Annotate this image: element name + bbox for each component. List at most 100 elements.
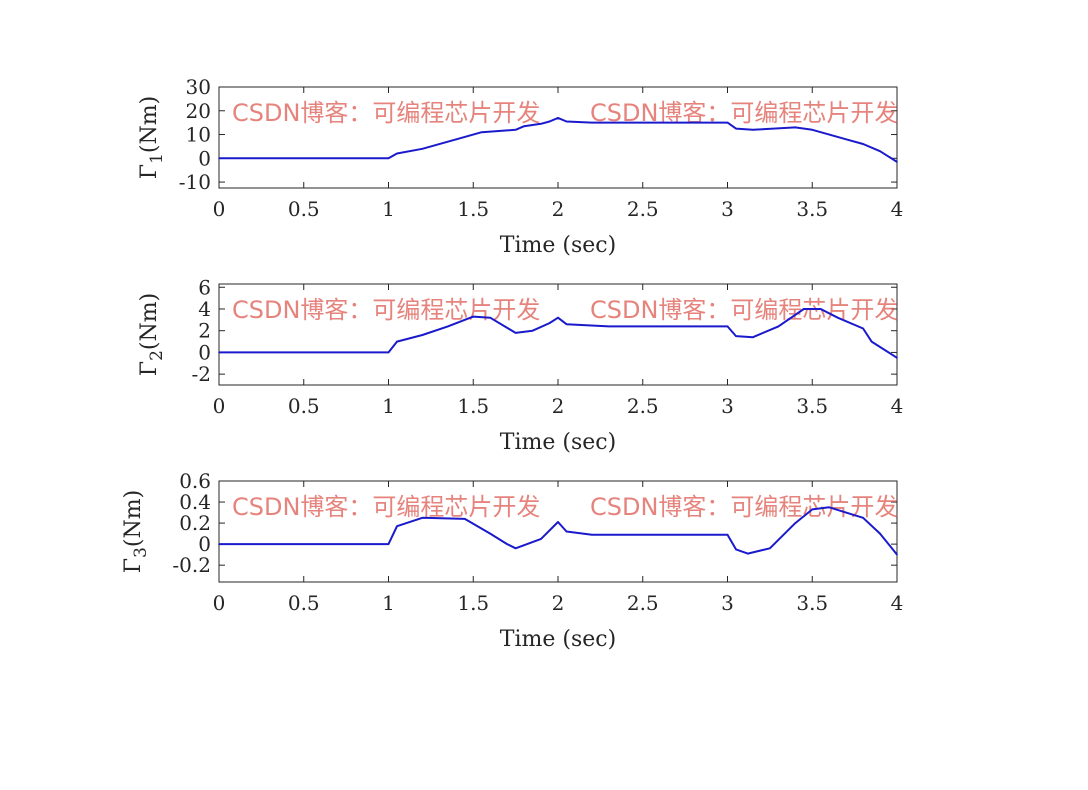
- data-point: [387, 157, 390, 160]
- x-tick-label: 1: [382, 394, 395, 418]
- data-point: [591, 533, 593, 536]
- data-point: [794, 126, 797, 129]
- x-tick-label: 1: [382, 591, 395, 615]
- y-tick-label: 2: [198, 319, 211, 343]
- data-series-line: [219, 116, 898, 163]
- data-point: [463, 518, 466, 520]
- x-tick-label: 1: [382, 197, 395, 221]
- data-point: [557, 316, 559, 319]
- data-point: [845, 511, 847, 514]
- data-point: [591, 121, 593, 124]
- watermark: CSDN博客：可编程芯片开发: [232, 99, 540, 127]
- data-point: [896, 553, 898, 556]
- y-tick-label: 0.4: [179, 490, 211, 514]
- y-tick-label: 0: [198, 532, 211, 556]
- y-axis-label: Γ1(Nm): [137, 96, 167, 179]
- data-point: [836, 316, 839, 319]
- x-tick-label: 2: [552, 394, 565, 418]
- x-tick-label: 0: [213, 394, 226, 418]
- data-point: [862, 327, 864, 330]
- axes-box: [218, 283, 898, 386]
- data-point: [472, 315, 475, 318]
- data-point: [845, 138, 847, 141]
- watermark: CSDN博客：可编程芯片开发: [232, 493, 540, 521]
- data-point: [811, 508, 814, 511]
- watermark: CSDN博客：可编程芯片开发: [232, 296, 540, 324]
- x-tick-label: 2.5: [627, 394, 659, 418]
- data-point: [531, 329, 534, 332]
- data-point: [523, 125, 525, 128]
- y-tick-label: 0.2: [179, 511, 211, 535]
- y-tick-label: 20: [186, 99, 211, 123]
- x-tick-label: 3: [721, 394, 734, 418]
- data-point: [777, 325, 780, 328]
- data-point: [870, 340, 873, 343]
- x-tick-label: 4: [891, 394, 904, 418]
- x-tick-label: 4: [891, 591, 904, 615]
- data-point: [548, 120, 551, 123]
- data-point: [879, 532, 881, 535]
- x-axis-label: Time (sec): [500, 430, 616, 455]
- x-tick-label: 0.5: [288, 591, 320, 615]
- data-point: [802, 308, 805, 310]
- data-point: [506, 543, 508, 545]
- data-point: [726, 325, 729, 328]
- data-point: [540, 123, 542, 125]
- y-axis-label: Γ3(Nm): [121, 490, 151, 573]
- data-point: [514, 332, 517, 334]
- x-axis-label: Time (sec): [500, 627, 616, 652]
- data-point: [726, 533, 729, 536]
- data-point: [769, 547, 771, 550]
- axes-box: [218, 480, 898, 583]
- data-point: [896, 357, 898, 359]
- y-tick-label: 4: [198, 297, 211, 321]
- data-point: [896, 161, 898, 163]
- x-tick-label: 2: [552, 197, 565, 221]
- data-point: [747, 552, 749, 555]
- x-tick-label: 3.5: [796, 591, 828, 615]
- x-tick-label: 3: [721, 197, 734, 221]
- y-tick-label: 30: [186, 75, 211, 99]
- x-tick-label: 0: [213, 197, 226, 221]
- data-point: [396, 152, 398, 155]
- data-point: [421, 334, 424, 336]
- y-axis-label: Γ2(Nm): [137, 293, 167, 376]
- y-tick-label: 0: [198, 146, 211, 170]
- data-point: [455, 138, 458, 141]
- data-point: [396, 525, 398, 528]
- data-point: [794, 522, 797, 524]
- data-point: [447, 325, 449, 328]
- y-tick-label: -2: [192, 362, 211, 386]
- x-tick-label: 1.5: [457, 197, 489, 221]
- data-point: [218, 157, 220, 160]
- data-point: [879, 150, 881, 152]
- data-point: [557, 117, 559, 119]
- watermark: CSDN博客：可编程芯片开发: [590, 296, 898, 324]
- data-point: [752, 336, 754, 339]
- y-tick-label: -0.2: [172, 553, 211, 577]
- x-axis-label: Time (sec): [500, 233, 616, 258]
- x-tick-label: 2: [552, 591, 565, 615]
- data-point: [523, 544, 525, 546]
- data-point: [862, 143, 864, 145]
- data-point: [421, 147, 424, 150]
- x-tick-label: 0.5: [288, 394, 320, 418]
- x-tick-label: 0: [213, 591, 226, 615]
- data-point: [862, 517, 864, 519]
- data-point: [735, 548, 737, 551]
- data-point: [396, 340, 398, 343]
- y-tick-label: 6: [198, 275, 211, 299]
- data-point: [828, 506, 830, 509]
- data-point: [726, 121, 729, 124]
- data-point: [540, 538, 542, 540]
- y-tick-label: 10: [186, 123, 211, 147]
- data-point: [489, 316, 492, 319]
- y-tick-label: -10: [179, 170, 211, 194]
- data-point: [387, 543, 390, 545]
- x-tick-label: 4: [891, 197, 904, 221]
- data-point: [819, 308, 822, 310]
